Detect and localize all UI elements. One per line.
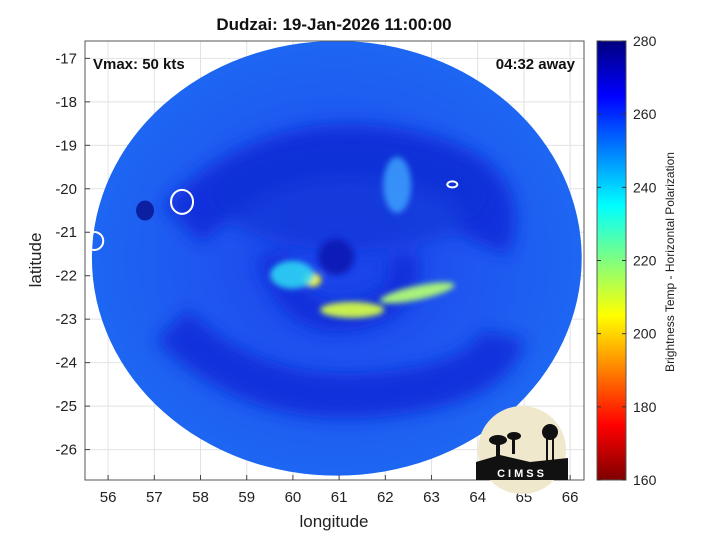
x-tick-label: 60 [285,489,302,506]
y-tick-label: -26 [55,442,77,459]
colorbar-ticks: 160 180 200 220 240 260 280 [597,33,657,488]
colorbar-tick-label: 260 [633,106,657,122]
y-tick-label: -24 [55,355,77,372]
x-tick-label: 58 [192,489,209,506]
cold-cloud-region [212,139,493,250]
y-tick-label: -19 [55,137,77,154]
plot-frame [84,40,585,481]
x-tick-label: 66 [562,489,579,506]
x-tick-label: 64 [469,489,486,506]
colorbar-tick-label: 220 [633,253,657,269]
y-tick-label: -21 [55,224,77,241]
x-axis-title: longitude [299,512,368,531]
y-axis-ticks: -17 -18 -19 -20 -21 -22 -23 -24 -25 -26 [55,50,90,459]
x-tick-label: 56 [100,489,117,506]
eye-region [318,238,355,275]
time-offset-annotation: 04:32 away [496,56,576,73]
convective-features [270,156,455,318]
svg-text:CIMSS: CIMSS [497,468,547,480]
cold-island-spot [136,200,155,221]
rainband-warm [383,156,412,213]
land-contour [170,188,195,215]
colorbar [596,40,627,481]
y-tick-label: -23 [55,311,77,328]
rainband-warm [270,260,315,289]
y-tick-label: -25 [55,398,77,415]
colorbar-tick-label: 240 [633,179,657,195]
vmax-annotation: Vmax: 50 kts [93,56,185,73]
spiral-band [156,308,525,419]
y-tick-label: -17 [55,50,77,67]
colorbar-title: Brightness Temp - Horizontal Polarizatio… [663,152,677,372]
land-contour [446,180,459,189]
y-tick-label: -18 [55,94,77,111]
rainband-hot-spot [320,301,385,318]
y-axis-title: latitude [26,233,45,288]
x-tick-label: 63 [423,489,440,506]
colorbar-tick-label: 200 [633,326,657,342]
x-tick-label: 59 [238,489,255,506]
microwave-swath [85,41,582,476]
x-tick-label: 57 [146,489,163,506]
x-tick-label: 62 [377,489,394,506]
x-tick-label: 61 [331,489,348,506]
colorbar-tick-label: 160 [633,472,657,488]
cimss-logo: CIMSS [476,406,568,494]
chart-title: Dudzai: 19-Jan-2026 11:00:00 [216,15,451,34]
y-tick-label: -22 [55,268,77,285]
y-tick-label: -20 [55,181,77,198]
colorbar-tick-label: 280 [633,33,657,49]
spiral-bands [156,123,525,419]
rainband-hot-spot [379,282,455,304]
colorbar-tick-label: 180 [633,399,657,415]
